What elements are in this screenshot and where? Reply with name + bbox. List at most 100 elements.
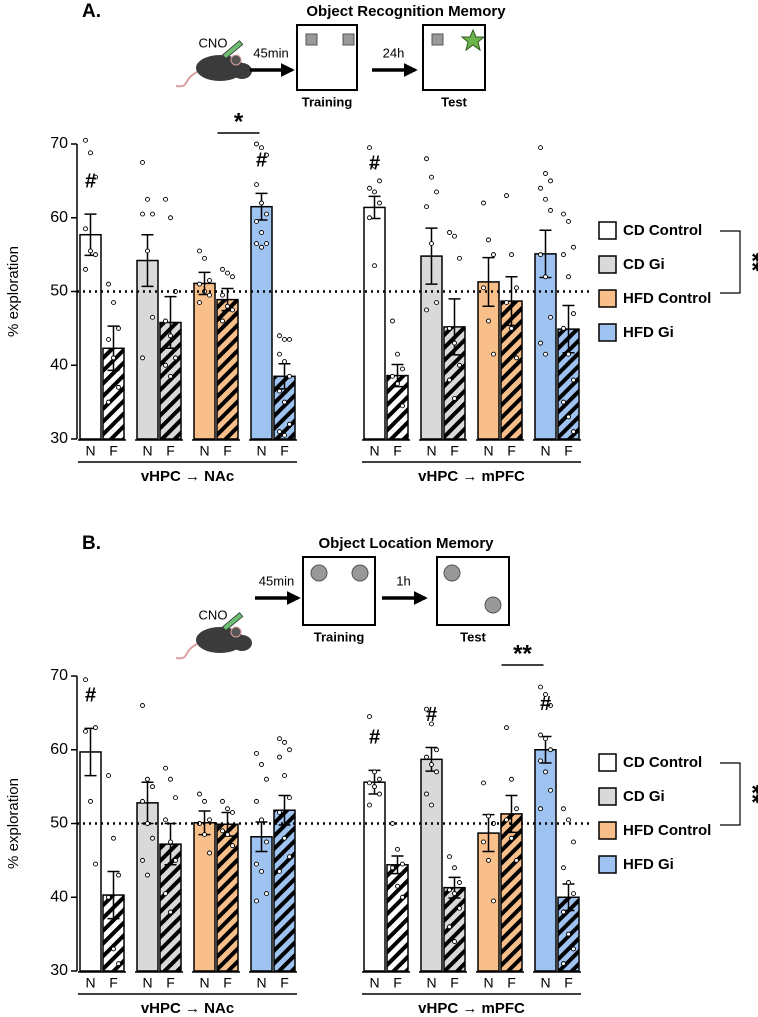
legend-label: HFD Gi — [623, 324, 674, 341]
data-point — [538, 340, 543, 346]
data-point — [259, 145, 264, 151]
data-point — [571, 311, 576, 317]
data-point — [548, 787, 553, 793]
data-point — [197, 300, 202, 306]
data-point — [264, 152, 269, 158]
data-point — [447, 854, 452, 860]
data-point — [491, 252, 496, 258]
data-point — [168, 215, 173, 221]
data-point — [254, 750, 259, 756]
data-point — [140, 211, 145, 217]
data-point — [548, 178, 553, 184]
bar — [420, 758, 443, 972]
data-point — [447, 377, 452, 383]
data-point — [504, 300, 509, 306]
delay-label: 1h — [396, 573, 410, 588]
legend-comparison: ** — [739, 253, 758, 272]
legend-bracket — [720, 230, 741, 294]
data-point — [254, 861, 259, 867]
data-point — [197, 791, 202, 797]
data-point — [88, 248, 93, 254]
data-point — [163, 765, 168, 771]
data-point — [163, 891, 168, 897]
legend-label: HFD Control — [623, 822, 711, 839]
data-point — [254, 141, 259, 147]
bar — [273, 809, 296, 972]
data-point — [259, 868, 264, 874]
significance-mark: # — [256, 150, 267, 172]
data-point — [543, 736, 548, 742]
bar — [443, 886, 466, 972]
significance-mark: # — [85, 170, 96, 192]
comparison-label: ** — [513, 640, 532, 667]
bar — [136, 259, 159, 440]
delay-label: 45min — [259, 573, 294, 588]
mouse-head — [232, 63, 252, 79]
data-point — [571, 377, 576, 383]
x-tick-label: N — [142, 975, 152, 991]
data-point — [140, 703, 145, 708]
data-point — [264, 211, 269, 217]
error-bar — [505, 276, 518, 327]
y-tick-label: 50 — [50, 815, 68, 832]
data-point — [173, 355, 178, 361]
data-point — [150, 835, 155, 841]
data-point — [150, 314, 155, 320]
data-point — [220, 798, 225, 804]
legend-comparison: ** — [739, 785, 758, 804]
data-point — [106, 336, 111, 342]
data-point — [88, 150, 93, 156]
x-tick-label: N — [85, 975, 95, 991]
x-tick-label: N — [540, 975, 550, 991]
data-point — [220, 292, 225, 298]
data-point — [254, 898, 259, 904]
data-point — [400, 894, 405, 900]
x-tick-label: F — [280, 975, 289, 991]
bar — [534, 749, 557, 972]
data-point — [259, 230, 264, 235]
object — [431, 33, 444, 46]
x-tick-label: N — [369, 975, 379, 991]
data-point — [561, 252, 566, 258]
error-bar — [391, 855, 404, 875]
data-point — [277, 333, 282, 339]
data-point — [566, 931, 571, 937]
data-point — [566, 351, 571, 357]
object — [484, 596, 502, 614]
data-point — [377, 791, 382, 797]
legend-label: CD Gi — [623, 788, 665, 805]
data-point — [481, 200, 486, 206]
comparison-label: * — [234, 108, 244, 135]
data-point — [509, 835, 514, 841]
data-point — [395, 351, 400, 357]
error-bar — [164, 295, 177, 350]
data-point — [561, 865, 566, 871]
bar — [79, 233, 102, 440]
data-point — [106, 399, 111, 405]
y-tick-label: 30 — [50, 962, 68, 979]
x-tick-label: N — [85, 443, 95, 459]
pathway-label: vHPC → NAc — [141, 1000, 234, 1017]
legend-bracket — [720, 762, 741, 826]
bar — [250, 205, 273, 440]
data-point — [145, 821, 150, 826]
data-point — [486, 813, 491, 819]
y-tick-label: 40 — [50, 356, 68, 373]
data-point — [491, 351, 496, 357]
data-point — [287, 336, 292, 342]
data-point — [264, 776, 269, 782]
data-point — [452, 939, 457, 944]
data-point — [277, 351, 282, 357]
delay-label: 24h — [383, 45, 405, 60]
data-point — [264, 891, 269, 897]
x-tick-label: N — [199, 975, 209, 991]
significance-mark: # — [85, 685, 96, 707]
data-point — [163, 362, 168, 368]
data-point — [447, 325, 452, 331]
bar — [386, 864, 409, 972]
legend-swatch — [598, 855, 617, 874]
phase-label: Test — [460, 629, 486, 644]
x-tick-label: F — [564, 975, 573, 991]
data-point — [225, 806, 230, 812]
mouse-ear — [230, 626, 242, 638]
